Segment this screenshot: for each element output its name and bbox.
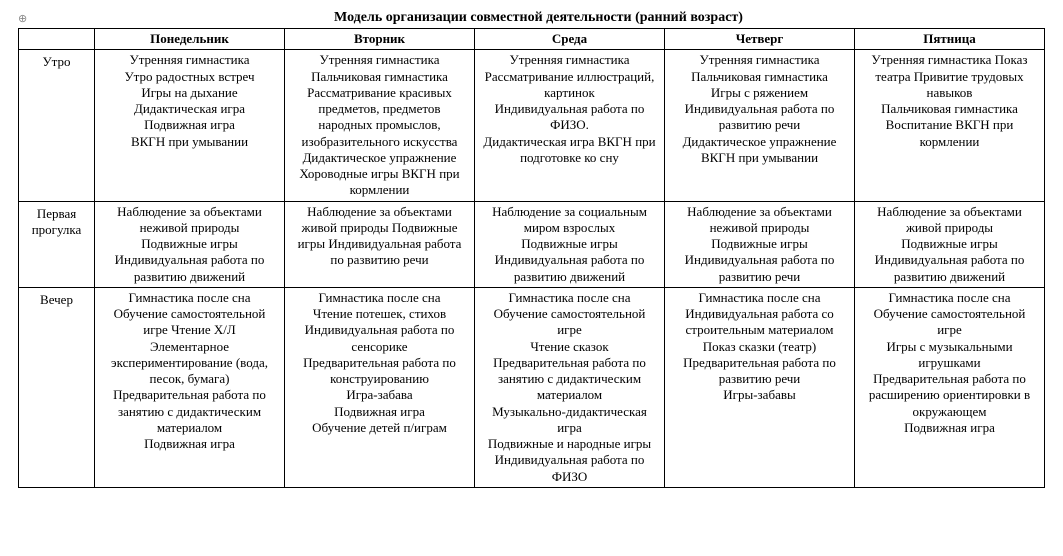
cell-line: Рассматривание иллюстраций, картинок	[481, 69, 658, 102]
cell-line: Игры на дыхание	[101, 85, 278, 101]
cell-line: Пальчиковая гимнастика	[861, 101, 1038, 117]
cell-line: Игры с музыкальными игрушками	[861, 339, 1038, 372]
header-day: Среда	[475, 29, 665, 50]
header-day: Вторник	[285, 29, 475, 50]
cell-line: Подвижная игра	[861, 420, 1038, 436]
table-cell: Утренняя гимнастика Показ театра Привити…	[855, 50, 1045, 201]
table-cell: Наблюдение за объектами неживой природыП…	[95, 201, 285, 287]
cell-line: Чтение сказок	[481, 339, 658, 355]
cell-line: ВКГН при умывании	[101, 134, 278, 150]
cell-line: Обучение самостоятельной игре	[861, 306, 1038, 339]
cell-line: Игры с ряжением	[671, 85, 848, 101]
cell-line: Предварительная работа по расширению ори…	[861, 371, 1038, 420]
cell-line: Элементарное экспериментирование (вода, …	[101, 339, 278, 388]
cell-line: Пальчиковая гимнастика	[291, 69, 468, 85]
table-cell: Утренняя гимнастикаПальчиковая гимнастик…	[665, 50, 855, 201]
cell-line: Гимнастика после сна	[101, 290, 278, 306]
table-cell: Гимнастика после снаОбучение самостоятел…	[855, 287, 1045, 487]
table-row: УтроУтренняя гимнастикаУтро радостных вс…	[19, 50, 1045, 201]
row-label: Первая прогулка	[19, 201, 95, 287]
cell-line: Наблюдение за объектами неживой природы	[101, 204, 278, 237]
cell-line: Показ сказки (театр)	[671, 339, 848, 355]
cell-line: Предварительная работа по развитию речи	[671, 355, 848, 388]
cell-line: Утренняя гимнастика Показ театра Привити…	[861, 52, 1038, 101]
cell-line: Наблюдение за объектами неживой природы	[671, 204, 848, 237]
cell-line: Индивидуальная работа по ФИЗО	[481, 452, 658, 485]
cell-line: Гимнастика после сна	[291, 290, 468, 306]
cell-line: Индивидуальная работа по развитию речи	[671, 252, 848, 285]
cell-line: Обучение самостоятельной игре Чтение Х/Л	[101, 306, 278, 339]
table-cell: Наблюдение за объектами неживой природыП…	[665, 201, 855, 287]
cell-line: Утренняя гимнастика	[481, 52, 658, 68]
cell-line: Дидактическая игра	[101, 101, 278, 117]
cell-line: Наблюдение за социальным миром взрослых	[481, 204, 658, 237]
table-cell: Утренняя гимнастикаУтро радостных встреч…	[95, 50, 285, 201]
cell-line: Утренняя гимнастика	[101, 52, 278, 68]
table-cell: Утренняя гимнастикаРассматривание иллюст…	[475, 50, 665, 201]
cell-line: Утренняя гимнастика	[671, 52, 848, 68]
cell-line: Утро радостных встреч	[101, 69, 278, 85]
header-empty	[19, 29, 95, 50]
row-label: Утро	[19, 50, 95, 201]
table-cell: Гимнастика после снаОбучение самостоятел…	[475, 287, 665, 487]
table-row: ВечерГимнастика после снаОбучение самост…	[19, 287, 1045, 487]
cell-line: Подвижные игры	[101, 236, 278, 252]
cell-line: Индивидуальная работа по развитию речи	[671, 101, 848, 134]
cell-line: Предварительная работа по занятию с дида…	[481, 355, 658, 404]
cell-line: Рассматривание красивых предметов, предм…	[291, 85, 468, 150]
cell-line: Подвижные игры	[861, 236, 1038, 252]
cell-line: Наблюдение за объектами живой природы По…	[291, 204, 468, 269]
cell-line: Игры-забавы	[671, 387, 848, 403]
cell-line: Гимнастика после сна	[481, 290, 658, 306]
cell-line: Гимнастика после сна	[671, 290, 848, 306]
table-cell: Гимнастика после снаЧтение потешек, стих…	[285, 287, 475, 487]
header-day: Понедельник	[95, 29, 285, 50]
cell-line: Воспитание ВКГН при кормлении	[861, 117, 1038, 150]
page-title: Модель организации совместной деятельнос…	[32, 10, 1045, 28]
cell-line: Индивидуальная работа по сенсорике	[291, 322, 468, 355]
header-day: Четверг	[665, 29, 855, 50]
cell-line: Игра-забава	[291, 387, 468, 403]
cell-line: Чтение потешек, стихов	[291, 306, 468, 322]
cell-line: Пальчиковая гимнастика	[671, 69, 848, 85]
cell-line: Обучение детей п/играм	[291, 420, 468, 436]
table-cell: Наблюдение за объектами живой природы По…	[285, 201, 475, 287]
table-cell: Наблюдение за социальным миром взрослыхП…	[475, 201, 665, 287]
table-cell: Наблюдение за объектами живой природыПод…	[855, 201, 1045, 287]
cell-line: Индивидуальная работа по ФИЗО.	[481, 101, 658, 134]
cell-line: Подвижные и народные игры	[481, 436, 658, 452]
cell-line: Дидактическое упражнение	[291, 150, 468, 166]
table-cell: Утренняя гимнастикаПальчиковая гимнастик…	[285, 50, 475, 201]
cell-line: Гимнастика после сна	[861, 290, 1038, 306]
cell-line: Обучение самостоятельной игре	[481, 306, 658, 339]
cell-line: Подвижные игры	[481, 236, 658, 252]
table-cell: Гимнастика после снаОбучение самостоятел…	[95, 287, 285, 487]
cell-line: Музыкально-дидактическая игра	[481, 404, 658, 437]
cell-line: Дидактическая игра ВКГН при подготовке к…	[481, 134, 658, 167]
table-row: Первая прогулкаНаблюдение за объектами н…	[19, 201, 1045, 287]
cell-line: Хороводные игры ВКГН при кормлении	[291, 166, 468, 199]
cell-line: Индивидуальная работа по развитию движен…	[481, 252, 658, 285]
row-label: Вечер	[19, 287, 95, 487]
cell-line: Подвижная игра	[291, 404, 468, 420]
cell-line: Наблюдение за объектами живой природы	[861, 204, 1038, 237]
table-cell: Гимнастика после снаИндивидуальная работ…	[665, 287, 855, 487]
cell-line: Утренняя гимнастика	[291, 52, 468, 68]
cell-line: Индивидуальная работа по развитию движен…	[861, 252, 1038, 285]
cell-line: Предварительная работа по занятию с дида…	[101, 387, 278, 436]
cell-line: Подвижная игра	[101, 436, 278, 452]
anchor-icon: ⊕	[18, 10, 32, 25]
cell-line: Индивидуальная работа со строительным ма…	[671, 306, 848, 339]
cell-line: Предварительная работа по конструировани…	[291, 355, 468, 388]
cell-line: Индивидуальная работа по развитию движен…	[101, 252, 278, 285]
cell-line: Подвижные игры	[671, 236, 848, 252]
schedule-table: Понедельник Вторник Среда Четверг Пятниц…	[18, 28, 1045, 488]
table-body: УтроУтренняя гимнастикаУтро радостных вс…	[19, 50, 1045, 488]
cell-line: Подвижная игра	[101, 117, 278, 133]
cell-line: Дидактическое упражнение ВКГН при умыван…	[671, 134, 848, 167]
header-day: Пятница	[855, 29, 1045, 50]
table-header-row: Понедельник Вторник Среда Четверг Пятниц…	[19, 29, 1045, 50]
